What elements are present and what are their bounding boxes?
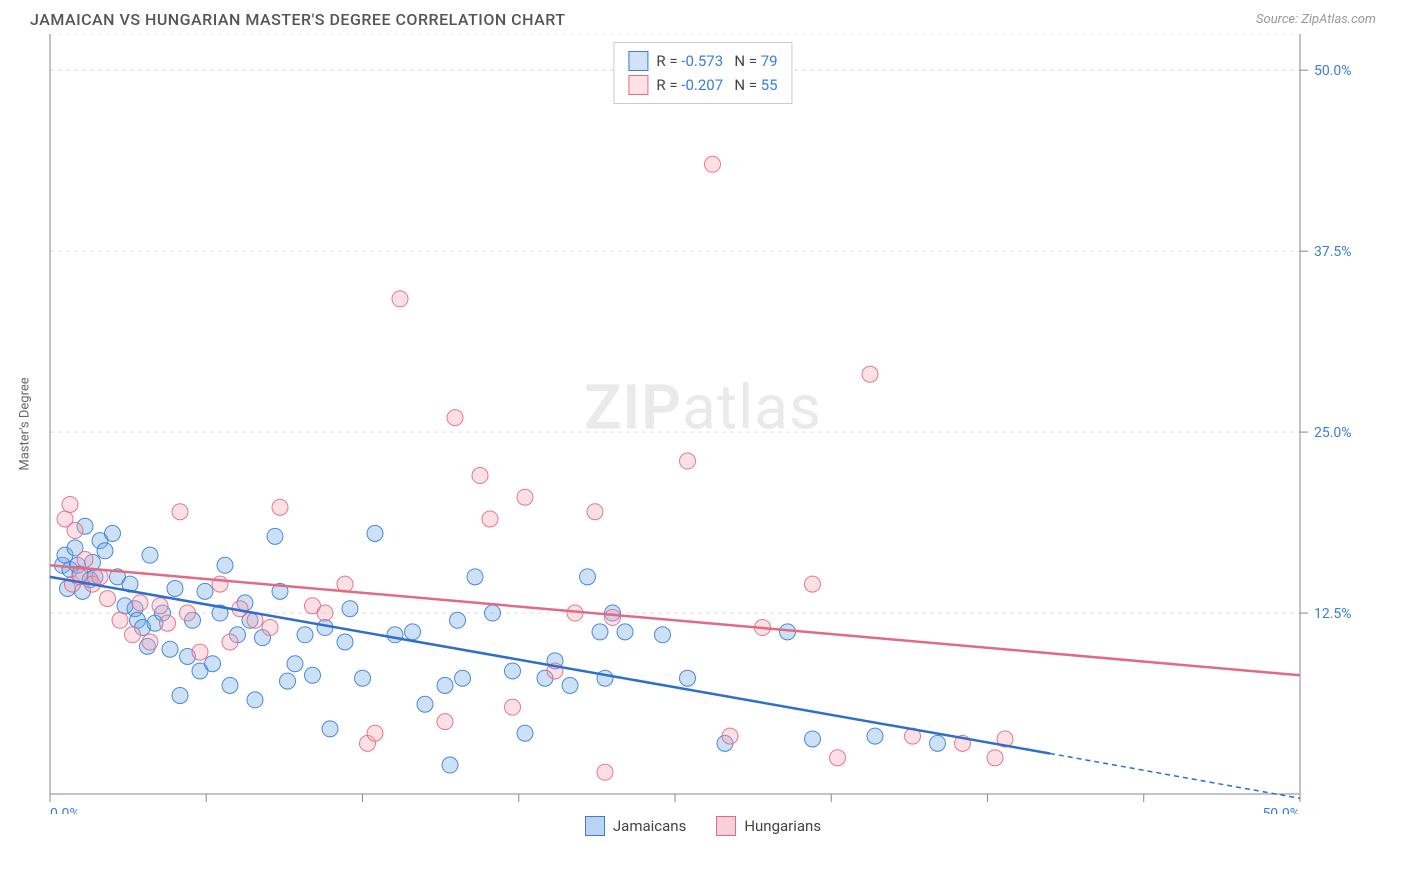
svg-text:50.0%: 50.0% [1314, 63, 1352, 79]
scatter-chart: 0.0% 50.0% 12.5% 25.0% 37.5% 50.0% [30, 34, 1360, 814]
svg-text:12.5%: 12.5% [1314, 606, 1352, 622]
chart-title: JAMAICAN VS HUNGARIAN MASTER'S DEGREE CO… [30, 10, 566, 29]
stats-row: R = -0.207 N = 55 [628, 73, 777, 97]
svg-text:50.0%: 50.0% [1262, 806, 1300, 814]
y-axis-label: Master's Degree [18, 377, 33, 470]
svg-text:37.5%: 37.5% [1314, 244, 1352, 260]
svg-text:0.0%: 0.0% [50, 806, 80, 814]
stats-legend: R = -0.573 N = 79R = -0.207 N = 55 [613, 42, 792, 104]
legend-item: Hungarians [716, 816, 821, 836]
stats-row: R = -0.573 N = 79 [628, 49, 777, 73]
svg-text:25.0%: 25.0% [1314, 425, 1352, 441]
source-label: Source: ZipAtlas.com [1256, 12, 1376, 27]
series-legend: Jamaicans Hungarians [0, 816, 1406, 836]
legend-item: Jamaicans [585, 816, 686, 836]
